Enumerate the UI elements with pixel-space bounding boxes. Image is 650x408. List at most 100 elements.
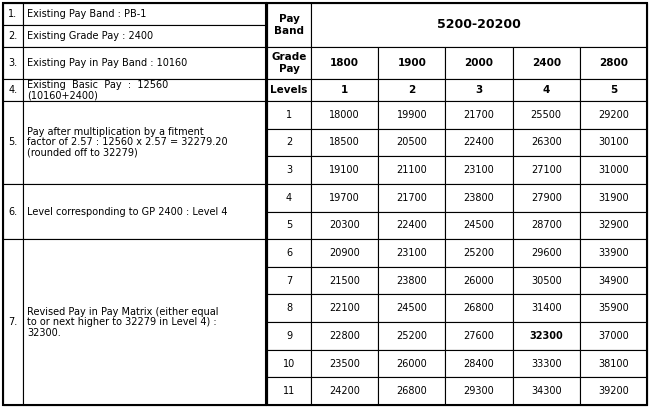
- Text: 20500: 20500: [396, 137, 427, 147]
- Text: 1: 1: [341, 85, 348, 95]
- Bar: [445, 377, 513, 405]
- Bar: [311, 184, 378, 211]
- Bar: [3, 79, 23, 101]
- Text: 5: 5: [610, 85, 617, 95]
- Bar: [267, 295, 311, 322]
- Text: 26000: 26000: [396, 359, 427, 368]
- Bar: [580, 267, 647, 295]
- Bar: [378, 295, 445, 322]
- Bar: [580, 377, 647, 405]
- Bar: [580, 184, 647, 211]
- Bar: [311, 267, 378, 295]
- Text: 23100: 23100: [396, 248, 427, 258]
- Bar: [311, 79, 378, 101]
- Bar: [378, 322, 445, 350]
- Bar: [580, 295, 647, 322]
- Bar: [378, 377, 445, 405]
- Bar: [513, 211, 580, 239]
- Bar: [378, 156, 445, 184]
- Text: 30500: 30500: [531, 276, 562, 286]
- Text: 24500: 24500: [463, 220, 495, 231]
- Text: Level corresponding to GP 2400 : Level 4: Level corresponding to GP 2400 : Level 4: [27, 206, 228, 217]
- Bar: [23, 101, 266, 184]
- Text: 19700: 19700: [330, 193, 360, 203]
- Bar: [23, 25, 266, 47]
- Text: (10160+2400): (10160+2400): [27, 90, 98, 100]
- Text: Pay
Band: Pay Band: [274, 14, 304, 36]
- Text: 5: 5: [286, 220, 292, 231]
- Text: 24200: 24200: [329, 386, 360, 396]
- Text: 28700: 28700: [531, 220, 562, 231]
- Bar: [445, 322, 513, 350]
- Bar: [445, 184, 513, 211]
- Text: 23800: 23800: [396, 276, 427, 286]
- Text: 2400: 2400: [532, 58, 561, 68]
- Bar: [513, 267, 580, 295]
- Bar: [580, 350, 647, 377]
- Bar: [3, 239, 23, 405]
- Text: 38100: 38100: [598, 359, 629, 368]
- Bar: [378, 101, 445, 129]
- Text: 3: 3: [286, 165, 292, 175]
- Bar: [445, 129, 513, 156]
- Text: factor of 2.57 : 12560 x 2.57 = 32279.20: factor of 2.57 : 12560 x 2.57 = 32279.20: [27, 137, 228, 147]
- Bar: [23, 184, 266, 239]
- Text: 3: 3: [475, 85, 482, 95]
- Text: 32300.: 32300.: [27, 328, 60, 337]
- Text: 4.: 4.: [8, 85, 18, 95]
- Bar: [445, 295, 513, 322]
- Text: 2000: 2000: [465, 58, 493, 68]
- Text: 27100: 27100: [531, 165, 562, 175]
- Text: 5200-20200: 5200-20200: [437, 18, 521, 31]
- Text: Pay after multiplication by a fitment: Pay after multiplication by a fitment: [27, 127, 203, 137]
- Text: Grade
Pay: Grade Pay: [271, 52, 307, 74]
- Bar: [267, 239, 311, 267]
- Bar: [311, 156, 378, 184]
- Text: 25200: 25200: [396, 331, 427, 341]
- Bar: [378, 267, 445, 295]
- Text: 26300: 26300: [531, 137, 562, 147]
- Text: Existing Grade Pay : 2400: Existing Grade Pay : 2400: [27, 31, 153, 41]
- Text: Existing  Basic  Pay  :  12560: Existing Basic Pay : 12560: [27, 80, 168, 90]
- Text: 20900: 20900: [330, 248, 360, 258]
- Bar: [513, 322, 580, 350]
- Text: 1800: 1800: [330, 58, 359, 68]
- Bar: [311, 129, 378, 156]
- Bar: [267, 101, 311, 129]
- Bar: [23, 79, 266, 101]
- Text: 33300: 33300: [531, 359, 562, 368]
- Bar: [311, 239, 378, 267]
- Text: 29300: 29300: [463, 386, 495, 396]
- Text: 37000: 37000: [598, 331, 629, 341]
- Bar: [580, 79, 647, 101]
- Text: 19100: 19100: [330, 165, 360, 175]
- Bar: [445, 350, 513, 377]
- Bar: [445, 239, 513, 267]
- Bar: [513, 377, 580, 405]
- Bar: [23, 3, 266, 25]
- Text: Levels: Levels: [270, 85, 307, 95]
- Text: 21700: 21700: [463, 110, 495, 120]
- Text: 1900: 1900: [397, 58, 426, 68]
- Bar: [580, 101, 647, 129]
- Text: 18000: 18000: [330, 110, 360, 120]
- Text: 26800: 26800: [463, 303, 495, 313]
- Bar: [267, 156, 311, 184]
- Text: 20300: 20300: [330, 220, 360, 231]
- Bar: [580, 156, 647, 184]
- Text: 22100: 22100: [329, 303, 360, 313]
- Bar: [267, 3, 311, 47]
- Text: 3.: 3.: [8, 58, 18, 68]
- Text: 6.: 6.: [8, 206, 18, 217]
- Text: 25500: 25500: [530, 110, 562, 120]
- Bar: [267, 129, 311, 156]
- Text: 29200: 29200: [598, 110, 629, 120]
- Bar: [267, 350, 311, 377]
- Text: 2: 2: [286, 137, 292, 147]
- Bar: [378, 79, 445, 101]
- Bar: [23, 47, 266, 79]
- Bar: [513, 47, 580, 79]
- Bar: [311, 101, 378, 129]
- Bar: [445, 101, 513, 129]
- Bar: [513, 101, 580, 129]
